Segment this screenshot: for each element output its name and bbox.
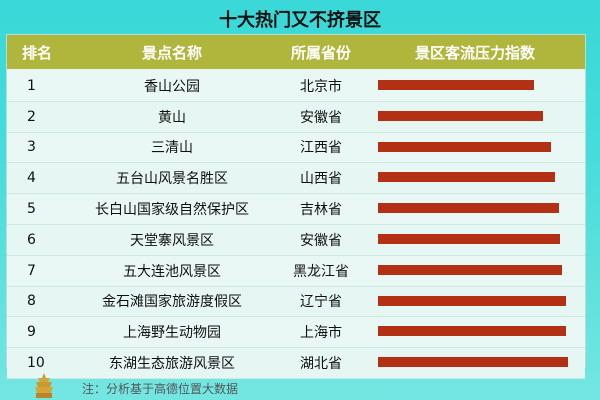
table-row: 8 金石滩国家旅游度假区 辽宁省 [7, 286, 585, 318]
province-cell: 吉林省 [300, 202, 342, 219]
pressure-bar [378, 172, 555, 183]
bar-cell [365, 133, 585, 163]
table-row: 10 东湖生态旅游风景区 湖北省 [7, 348, 585, 379]
table-row: 9 上海野生动物园 上海市 [7, 317, 585, 349]
table-row: 7 五大连池风景区 黑龙江省 [7, 255, 585, 287]
attractions-table: 排名 景点名称 所属省份 景区客流压力指数 1 香山公园 北京市 2 黄山 安徽… [6, 34, 586, 379]
rank-cell: 3 [27, 139, 36, 156]
column-header-province: 所属省份 [290, 43, 351, 62]
rank-cell: 8 [27, 293, 36, 310]
bar-cell [365, 71, 585, 101]
column-header-rank: 排名 [21, 43, 52, 62]
province-cell: 辽宁省 [300, 294, 342, 311]
rank-cell: 6 [27, 231, 36, 248]
province-cell: 安徽省 [300, 232, 342, 249]
name-cell: 长白山国家级自然保护区 [95, 202, 249, 219]
name-cell: 三清山 [151, 140, 193, 157]
bar-cell [365, 163, 585, 193]
name-cell: 天堂寨风景区 [130, 232, 214, 249]
province-cell: 江西省 [300, 140, 342, 157]
bar-cell [365, 348, 585, 378]
table-row: 6 天堂寨风景区 安徽省 [7, 224, 585, 256]
name-cell: 五台山风景名胜区 [116, 171, 228, 188]
name-cell: 香山公园 [144, 78, 200, 95]
pressure-bar [378, 264, 563, 275]
name-cell: 金石滩国家旅游度假区 [102, 294, 242, 311]
table-header: 排名 景点名称 所属省份 景区客流压力指数 [7, 35, 585, 69]
table-body: 1 香山公园 北京市 2 黄山 安徽省 3 三清山 江西省 4 五台山风景名胜区… [7, 71, 585, 379]
bar-cell [365, 225, 585, 255]
pagoda-icon [35, 373, 53, 398]
province-cell: 北京市 [300, 78, 342, 95]
name-cell: 五大连池风景区 [123, 263, 221, 280]
province-cell: 山西省 [300, 171, 342, 188]
bar-cell [365, 102, 585, 132]
table-row: 1 香山公园 北京市 [7, 71, 585, 102]
rank-cell: 1 [27, 77, 36, 94]
page-title: 十大热门又不挤景区 [219, 10, 381, 31]
rank-cell: 5 [27, 201, 36, 218]
column-header-pressure: 景区客流压力指数 [414, 43, 535, 62]
rank-cell: 4 [27, 170, 36, 187]
footer-note: 注：分析基于高德位置大数据 [82, 382, 239, 396]
pressure-bar [378, 233, 561, 244]
column-header-name: 景点名称 [141, 43, 202, 62]
pressure-bar [378, 326, 567, 337]
province-cell: 上海市 [300, 325, 342, 342]
province-cell: 湖北省 [300, 356, 342, 373]
bar-cell [365, 194, 585, 224]
rank-cell: 9 [27, 324, 36, 341]
name-cell: 上海野生动物园 [123, 325, 221, 342]
bar-cell [365, 287, 585, 317]
province-cell: 安徽省 [300, 109, 342, 126]
name-cell: 东湖生态旅游风景区 [109, 356, 235, 373]
pressure-bar [378, 357, 568, 368]
rank-cell: 10 [27, 355, 45, 372]
table-row: 4 五台山风景名胜区 山西省 [7, 163, 585, 195]
table-row: 3 三清山 江西省 [7, 132, 585, 164]
province-cell: 黑龙江省 [293, 263, 349, 280]
bar-cell [365, 256, 585, 286]
name-cell: 黄山 [158, 109, 186, 126]
rank-cell: 7 [27, 262, 36, 279]
rank-cell: 2 [27, 108, 36, 125]
table-row: 5 长白山国家级自然保护区 吉林省 [7, 194, 585, 225]
pressure-bar [378, 141, 551, 152]
pressure-bar [378, 203, 559, 214]
pressure-bar [378, 80, 534, 90]
pressure-bar [378, 295, 567, 306]
pressure-bar [378, 110, 544, 121]
bar-cell [365, 317, 585, 347]
table-row: 2 黄山 安徽省 [7, 101, 585, 133]
